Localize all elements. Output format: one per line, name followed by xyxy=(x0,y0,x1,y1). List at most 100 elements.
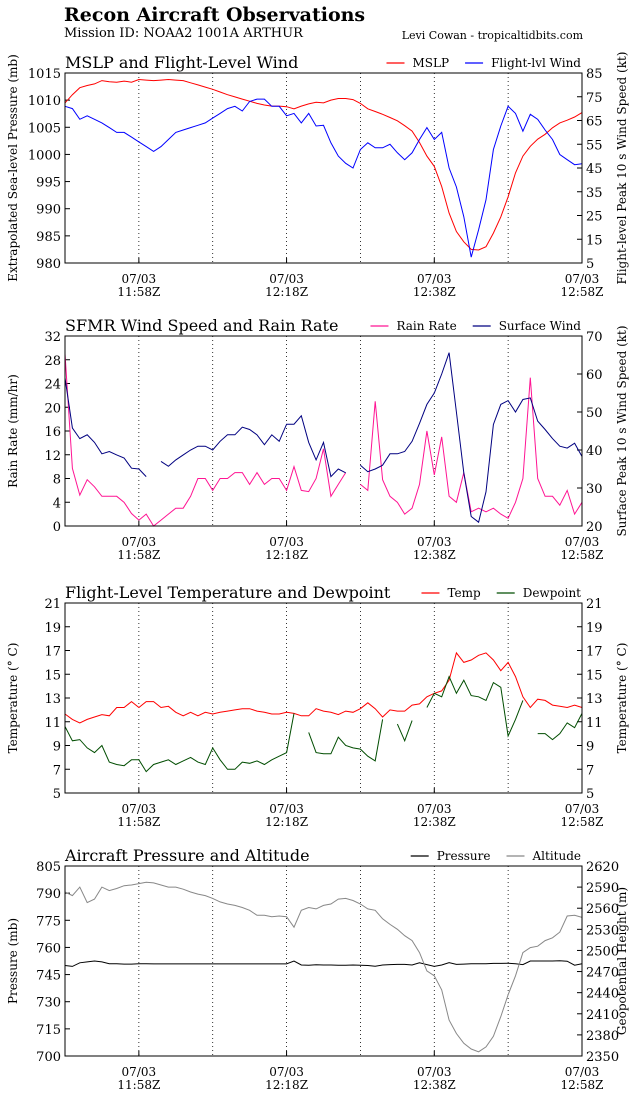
x-tick-time: 11:58Z xyxy=(117,815,160,829)
page-title: Recon Aircraft Observations xyxy=(64,4,366,26)
plot-frame xyxy=(64,72,583,264)
y-tick-label-left: 7 xyxy=(53,763,61,778)
x-tick-time: 12:38Z xyxy=(413,1078,456,1092)
y-tick-label-left: 985 xyxy=(36,230,61,245)
y-tick-label-right: 85 xyxy=(586,67,603,82)
x-tick-time: 12:58Z xyxy=(561,548,604,562)
y-axis-label-left: Pressure (mb) xyxy=(6,918,20,1004)
y-tick-label-right: 5 xyxy=(586,787,594,802)
y-axis-label-left: Extrapolated Sea-level Pressure (mb) xyxy=(6,54,20,282)
y-tick-label-right: 2620 xyxy=(586,860,619,875)
y-tick-label-right: 2560 xyxy=(586,902,619,917)
series-line-temp xyxy=(64,651,583,724)
y-tick-label-left: 775 xyxy=(36,914,61,929)
x-tick-time: 12:58Z xyxy=(561,285,604,299)
y-tick-label-left: 11 xyxy=(44,716,61,731)
y-tick-label-right: 2410 xyxy=(586,1008,619,1023)
series-line-pressure xyxy=(64,960,583,967)
x-tick-date: 07/03 xyxy=(417,272,452,286)
y-tick-label-left: 4 xyxy=(53,496,61,511)
y-tick-label-right: 15 xyxy=(586,233,603,248)
legend-label: Surface Wind xyxy=(499,319,582,333)
y-tick-label-right: 13 xyxy=(586,692,603,707)
chart-title: Aircraft Pressure and Altitude xyxy=(64,846,310,865)
x-tick-time: 12:18Z xyxy=(265,815,308,829)
y-tick-label-right: 25 xyxy=(586,210,603,225)
legend-label: Dewpoint xyxy=(523,586,581,600)
y-tick-label-right: 65 xyxy=(586,115,603,130)
y-tick-label-left: 32 xyxy=(44,330,61,345)
x-tick-date: 07/03 xyxy=(417,535,452,549)
y-tick-label-left: 9 xyxy=(53,740,61,755)
y-tick-label-left: 21 xyxy=(44,597,61,612)
y-tick-label-right: 30 xyxy=(586,482,603,497)
y-tick-label-right: 60 xyxy=(586,368,603,383)
series-line-rain-rate xyxy=(64,353,583,527)
x-tick-time: 11:58Z xyxy=(117,548,160,562)
x-tick-time: 11:58Z xyxy=(117,1078,160,1092)
y-tick-label-right: 70 xyxy=(586,330,603,345)
y-tick-label-left: 1010 xyxy=(28,94,61,109)
y-tick-label-left: 730 xyxy=(36,996,61,1011)
series-line-altitude xyxy=(64,881,583,1053)
y-tick-label-right: 75 xyxy=(586,91,603,106)
y-tick-label-left: 745 xyxy=(36,969,61,984)
y-tick-label-right: 40 xyxy=(586,444,603,459)
y-tick-label-right: 45 xyxy=(586,162,603,177)
x-tick-date: 07/03 xyxy=(417,1065,452,1079)
x-tick-time: 12:18Z xyxy=(265,548,308,562)
y-tick-label-left: 980 xyxy=(36,257,61,272)
legend-label: Pressure xyxy=(437,849,491,863)
y-tick-label-left: 790 xyxy=(36,887,61,902)
x-tick-date: 07/03 xyxy=(269,802,304,816)
x-tick-date: 07/03 xyxy=(269,1065,304,1079)
y-tick-label-right: 2380 xyxy=(586,1029,619,1044)
y-axis-label-left: Rain Rate (mm/hr) xyxy=(6,374,20,488)
chart-title: SFMR Wind Speed and Rain Rate xyxy=(65,316,338,335)
y-tick-label-left: 17 xyxy=(44,645,61,660)
y-tick-label-right: 11 xyxy=(586,716,603,731)
y-tick-label-right: 9 xyxy=(586,740,594,755)
y-tick-label-left: 760 xyxy=(36,941,61,956)
y-tick-label-left: 15 xyxy=(44,668,61,683)
y-tick-label-left: 8 xyxy=(53,473,61,488)
y-tick-label-right: 2500 xyxy=(586,944,619,959)
y-tick-label-right: 20 xyxy=(586,520,603,535)
x-tick-date: 07/03 xyxy=(565,802,600,816)
x-tick-date: 07/03 xyxy=(269,535,304,549)
y-tick-label-left: 1000 xyxy=(28,148,61,163)
x-tick-date: 07/03 xyxy=(269,272,304,286)
series-line-dewpoint xyxy=(64,675,583,773)
y-tick-label-right: 15 xyxy=(586,668,603,683)
x-tick-date: 07/03 xyxy=(417,802,452,816)
y-tick-label-right: 2530 xyxy=(586,923,619,938)
x-tick-time: 12:58Z xyxy=(561,1078,604,1092)
y-tick-label-left: 28 xyxy=(44,354,61,369)
y-tick-label-left: 805 xyxy=(36,860,61,875)
y-tick-label-left: 13 xyxy=(44,692,61,707)
series-line-surface-wind xyxy=(64,352,583,524)
y-tick-label-left: 0 xyxy=(53,520,61,535)
legend-label: Flight-lvl Wind xyxy=(491,56,581,70)
y-tick-label-left: 715 xyxy=(36,1023,61,1038)
x-tick-time: 12:38Z xyxy=(413,285,456,299)
x-tick-date: 07/03 xyxy=(565,535,600,549)
x-tick-time: 12:38Z xyxy=(413,548,456,562)
x-tick-date: 07/03 xyxy=(565,1065,600,1079)
y-tick-label-left: 995 xyxy=(36,176,61,191)
y-axis-label-right: Geopotential Height (m) xyxy=(615,887,629,1035)
y-tick-label-right: 2350 xyxy=(586,1050,619,1065)
mission-id: Mission ID: NOAA2 1001A ARTHUR xyxy=(64,26,303,41)
x-tick-date: 07/03 xyxy=(122,1065,157,1079)
chart-panel-2: Surface Wind Rain Rate SFMR Wind Speed and… xyxy=(6,316,629,562)
y-tick-label-left: 20 xyxy=(44,401,61,416)
chart-panel-3: Dewpoint Temp Flight-Level Temperature and… xyxy=(6,583,629,829)
x-tick-time: 12:18Z xyxy=(265,1078,308,1092)
y-tick-label-right: 2590 xyxy=(586,881,619,896)
chart-title: MSLP and Flight-Level Wind xyxy=(65,53,298,72)
y-tick-label-left: 700 xyxy=(36,1050,61,1065)
x-tick-time: 12:58Z xyxy=(561,815,604,829)
y-tick-label-right: 2440 xyxy=(586,987,619,1002)
y-tick-label-right: 55 xyxy=(586,138,603,153)
